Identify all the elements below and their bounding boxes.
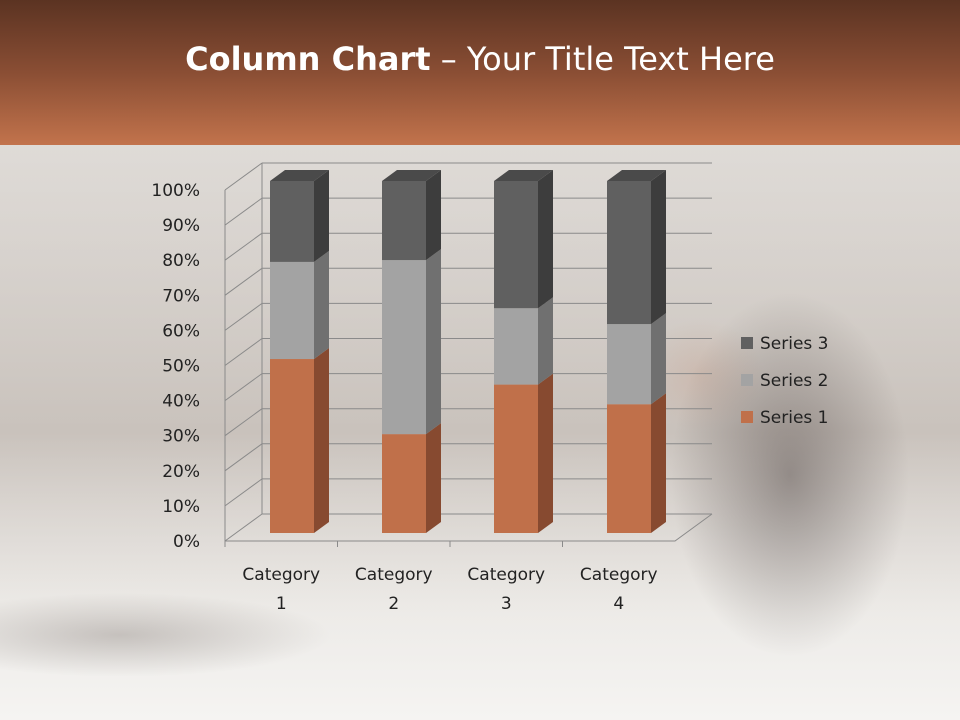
slide-title: Column Chart – Your Title Text Here <box>185 40 775 78</box>
bar-segment <box>607 181 651 325</box>
side-gridline <box>224 513 263 542</box>
y-tick-label: 0% <box>173 532 200 552</box>
y-tick-label: 20% <box>162 462 200 482</box>
y-tick-label: 100% <box>151 181 200 201</box>
x-tick-label: 3 <box>501 594 512 614</box>
bar-side <box>651 170 666 325</box>
side-gridline <box>224 162 263 191</box>
legend-label: Series 3 <box>760 334 829 354</box>
x-tick-label: Category <box>355 565 433 585</box>
side-gridline <box>224 232 263 261</box>
bar-top <box>270 170 329 181</box>
x-tick-label: Category <box>467 565 545 585</box>
bar-side <box>651 313 666 405</box>
bar-side <box>314 170 329 262</box>
x-tick-label: 4 <box>613 594 624 614</box>
bar-side <box>314 348 329 533</box>
x-tick-label: Category <box>242 565 320 585</box>
y-tick-label: 60% <box>162 321 200 341</box>
bar-segment <box>607 324 651 405</box>
bar-segment <box>382 181 426 261</box>
side-gridline <box>224 478 263 507</box>
bar-top <box>494 170 553 181</box>
legend-swatch <box>741 411 753 423</box>
title-bar: Column Chart – Your Title Text Here <box>0 0 960 145</box>
bar-segment <box>607 404 651 533</box>
bar-segment <box>494 308 538 385</box>
bar-segment <box>494 181 538 309</box>
background-photo <box>0 145 960 720</box>
side-gridline <box>224 338 263 366</box>
bar-side <box>426 423 441 533</box>
side-gridline <box>224 267 263 296</box>
bar-side <box>538 170 553 309</box>
bar-segment <box>270 359 314 533</box>
side-gridline <box>224 408 263 437</box>
bar-side <box>314 250 329 360</box>
legend-label: Series 2 <box>760 371 829 391</box>
bar-segment <box>270 261 314 360</box>
side-gridline <box>224 443 263 472</box>
side-gridline <box>224 302 263 331</box>
bar-side <box>426 249 441 435</box>
x-tick-label: 1 <box>276 594 287 614</box>
x-tick-label: 2 <box>388 594 399 614</box>
y-tick-label: 30% <box>162 427 200 447</box>
bar-side <box>651 393 666 533</box>
side-gridline <box>224 373 263 402</box>
bar-segment <box>382 434 426 533</box>
bar-segment <box>270 181 314 262</box>
legend-swatch <box>741 374 753 386</box>
y-tick-label: 50% <box>162 357 200 377</box>
y-tick-label: 10% <box>162 497 200 517</box>
legend-label: Series 1 <box>760 408 829 428</box>
bar-side <box>426 170 441 261</box>
bar-top <box>607 170 666 181</box>
y-tick-label: 90% <box>162 216 200 236</box>
x-tick-label: Category <box>580 565 658 585</box>
bar-top <box>382 170 441 181</box>
y-tick-label: 70% <box>162 286 200 306</box>
y-tick-label: 40% <box>162 392 200 412</box>
side-gridline <box>224 197 263 226</box>
legend-swatch <box>741 337 753 349</box>
bar-side <box>538 297 553 385</box>
floor-edge <box>225 513 713 542</box>
bar-side <box>538 373 553 533</box>
bar-segment <box>494 384 538 533</box>
bar-segment <box>382 260 426 435</box>
y-tick-label: 80% <box>162 251 200 271</box>
